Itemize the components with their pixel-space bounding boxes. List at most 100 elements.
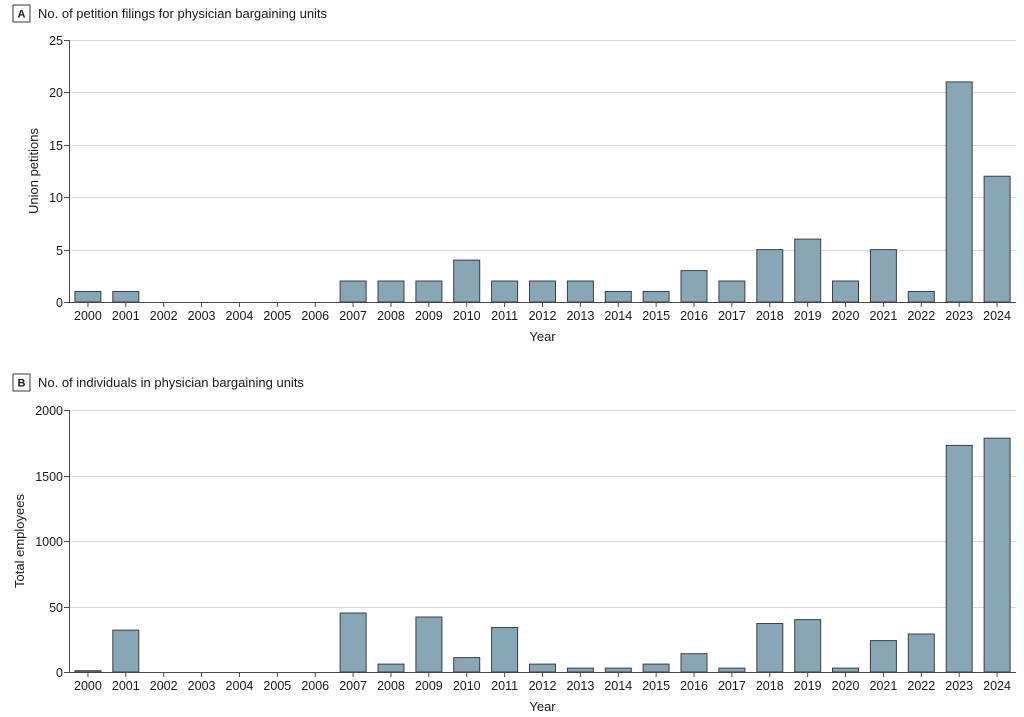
bar-2009 (415, 616, 443, 673)
y-tick-label: 20 (49, 86, 63, 100)
x-tick-label: 2024 (983, 309, 1011, 323)
bar-2015 (642, 663, 670, 673)
x-tick-label: 2000 (74, 309, 102, 323)
x-tick-label: 2007 (339, 309, 367, 323)
bar-2022 (907, 291, 935, 303)
x-tick-label: 2003 (188, 679, 216, 693)
x-tick-label: 2001 (112, 309, 140, 323)
x-tick-label: 2021 (870, 679, 898, 693)
x-tick-label: 2024 (983, 679, 1011, 693)
bar-2020 (832, 667, 859, 673)
x-tick-label: 2019 (794, 309, 822, 323)
bar-2017 (718, 667, 746, 673)
x-tick-label: 2006 (301, 309, 329, 323)
bar-2007 (339, 280, 367, 303)
bar-2007 (339, 612, 367, 673)
y-tick-label: 0 (56, 666, 63, 680)
y-tick-label: 10 (49, 191, 63, 205)
x-tick-label: 2012 (529, 679, 557, 693)
y-tick-label: 25 (49, 34, 63, 48)
bar-2018 (756, 249, 784, 303)
bar-2012 (529, 663, 556, 673)
x-tick-label: 2016 (680, 679, 708, 693)
x-tick-label: 2001 (112, 679, 140, 693)
x-tick-label: 2023 (945, 679, 973, 693)
x-tick-label: 2019 (794, 679, 822, 693)
x-tick-label: 2002 (150, 679, 178, 693)
bar-2016 (680, 270, 708, 303)
x-tick-label: 2012 (529, 309, 557, 323)
bar-2009 (415, 280, 443, 303)
chart-panel-a: A No. of petition filings for physician b… (12, 4, 1016, 344)
bar-2021 (869, 249, 897, 303)
bar-2017 (718, 280, 746, 303)
x-tick-label: 2007 (339, 679, 367, 693)
bar-2010 (453, 259, 481, 303)
x-tick-label: 2016 (680, 309, 708, 323)
bar-2019 (794, 619, 822, 673)
panel-badge (12, 4, 31, 23)
x-tick-label: 2009 (415, 679, 443, 693)
x-tick-label: 2004 (226, 679, 254, 693)
bar-2016 (680, 653, 708, 673)
bar-2022 (907, 633, 935, 673)
panel-badge-letter: B (18, 378, 26, 390)
x-tick-label: 2013 (566, 309, 594, 323)
x-tick-label: 2010 (453, 679, 481, 693)
x-tick-label: 2014 (604, 679, 632, 693)
x-tick-label: 2015 (642, 679, 670, 693)
x-tick-label: 2005 (263, 679, 291, 693)
x-tick-label: 2018 (756, 679, 784, 693)
x-tick-label: 2015 (642, 309, 670, 323)
bar-2015 (642, 291, 670, 303)
x-tick-label: 2005 (263, 309, 291, 323)
y-tick-label: 50 (49, 601, 63, 615)
bar-2013 (566, 667, 594, 673)
x-tick-label: 2017 (718, 679, 746, 693)
bar-2023 (945, 81, 973, 303)
bar-2024 (983, 175, 1011, 303)
y-tick-label: 1500 (35, 470, 63, 484)
bar-2018 (756, 623, 784, 673)
x-tick-label: 2010 (453, 309, 481, 323)
x-tick-label: 2009 (415, 309, 443, 323)
bar-2001 (112, 629, 140, 673)
bar-2000 (74, 670, 102, 673)
x-tick-label: 2020 (832, 309, 860, 323)
chart-title: No. of petition filings for physician ba… (38, 6, 328, 21)
bar-2014 (604, 667, 632, 673)
x-tick-label: 2011 (491, 309, 518, 323)
y-tick-label: 15 (49, 139, 63, 153)
x-tick-label: 2022 (907, 679, 935, 693)
y-tick-label: 1000 (35, 535, 63, 549)
y-tick-label: 2000 (35, 404, 63, 418)
x-tick-label: 2021 (870, 309, 898, 323)
x-tick-label: 2023 (945, 309, 973, 323)
bar-2021 (869, 640, 897, 673)
bar-2012 (529, 280, 556, 303)
x-tick-label: 2018 (756, 309, 784, 323)
bar-2010 (453, 657, 481, 673)
x-tick-label: 2000 (74, 679, 102, 693)
bar-2008 (377, 663, 405, 673)
x-tick-label: 2008 (377, 679, 405, 693)
x-tick-label: 2022 (907, 309, 935, 323)
bar-2000 (74, 291, 102, 303)
bar-2024 (983, 437, 1011, 673)
panel-badge-letter: A (18, 9, 26, 21)
chart-title: No. of individuals in physician bargaini… (38, 375, 304, 390)
x-tick-label: 2013 (566, 679, 594, 693)
y-tick-label: 0 (56, 296, 63, 310)
x-tick-label: 2011 (491, 679, 518, 693)
bar-2023 (945, 444, 973, 673)
x-axis-label: Year (529, 699, 556, 714)
x-tick-label: 2003 (188, 309, 216, 323)
bar-2001 (112, 291, 140, 303)
y-tick-label: 5 (56, 244, 63, 258)
chart-panel-b: B No. of individuals in physician bargain… (12, 373, 1016, 714)
panel-badge (12, 373, 31, 392)
x-tick-label: 2004 (226, 309, 254, 323)
bar-2008 (377, 280, 405, 303)
